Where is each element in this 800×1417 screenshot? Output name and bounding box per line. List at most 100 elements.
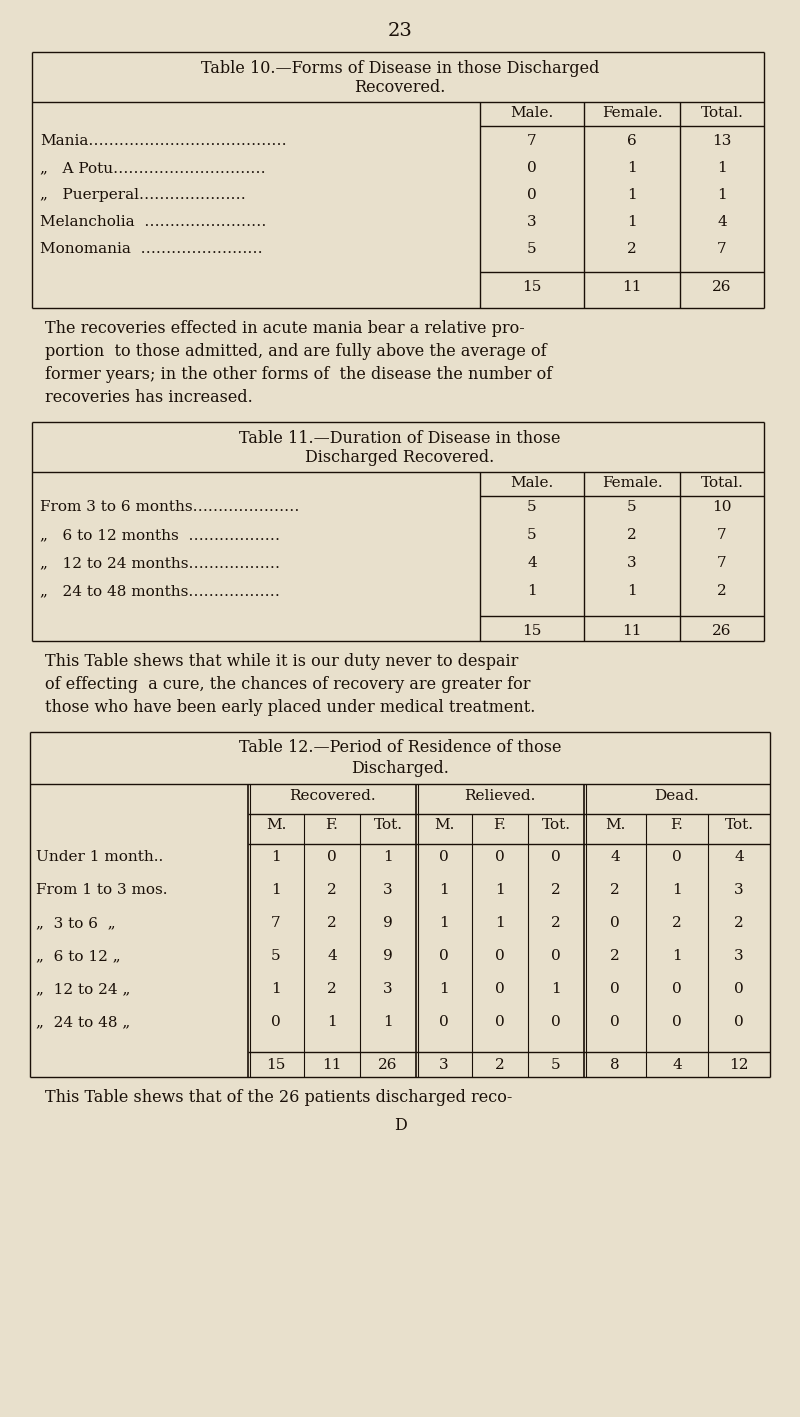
Text: 2: 2 [551,883,561,897]
Text: 7: 7 [717,555,727,570]
Text: 5: 5 [527,529,537,541]
Text: 5: 5 [627,500,637,514]
Text: „  6 to 12 „: „ 6 to 12 „ [36,949,121,964]
Text: 4: 4 [734,850,744,864]
Text: 0: 0 [271,1015,281,1029]
Text: This Table shews that while it is our duty never to despair: This Table shews that while it is our du… [45,653,518,670]
Text: former years; in the other forms of  the disease the number of: former years; in the other forms of the … [45,366,552,383]
Text: 0: 0 [734,982,744,996]
Text: 0: 0 [610,982,620,996]
Text: 0: 0 [327,850,337,864]
Text: From 3 to 6 months…………………: From 3 to 6 months………………… [40,500,299,514]
Text: 3: 3 [627,555,637,570]
Text: „   6 to 12 months  ………………: „ 6 to 12 months ……………… [40,529,280,541]
Text: 1: 1 [627,215,637,230]
Text: 9: 9 [383,949,393,964]
Text: 0: 0 [672,850,682,864]
Text: Discharged.: Discharged. [351,760,449,777]
Text: 15: 15 [522,281,542,293]
Text: 1: 1 [327,1015,337,1029]
Text: F.: F. [670,818,683,832]
Text: 1: 1 [439,883,449,897]
Text: 2: 2 [495,1058,505,1073]
Text: 0: 0 [551,949,561,964]
Text: 1: 1 [672,949,682,964]
Text: 11: 11 [322,1058,342,1073]
Text: 6: 6 [627,135,637,147]
Text: 0: 0 [610,1015,620,1029]
Text: 2: 2 [627,529,637,541]
Text: 26: 26 [378,1058,398,1073]
Text: 11: 11 [622,623,642,638]
Text: From 1 to 3 mos.: From 1 to 3 mos. [36,883,167,897]
Text: Female.: Female. [602,476,662,490]
Text: 2: 2 [327,982,337,996]
Text: 5: 5 [527,242,537,256]
Text: 11: 11 [622,281,642,293]
Text: 0: 0 [439,949,449,964]
Text: Discharged Recovered.: Discharged Recovered. [306,449,494,466]
Text: „   24 to 48 months………………: „ 24 to 48 months……………… [40,584,280,598]
Text: Relieved.: Relieved. [464,789,536,803]
Text: 26: 26 [712,623,732,638]
Text: 15: 15 [266,1058,286,1073]
Text: 0: 0 [439,1015,449,1029]
Text: 7: 7 [717,529,727,541]
Text: „  12 to 24 „: „ 12 to 24 „ [36,982,130,996]
Text: 0: 0 [495,982,505,996]
Text: Total.: Total. [701,106,743,120]
Text: 1: 1 [495,883,505,897]
Text: Male.: Male. [510,106,554,120]
Text: 2: 2 [672,915,682,930]
Text: Table 11.—Duration of Disease in those: Table 11.—Duration of Disease in those [239,429,561,446]
Text: Recovered.: Recovered. [289,789,375,803]
Text: 0: 0 [672,1015,682,1029]
Text: 0: 0 [495,850,505,864]
Text: Table 12.—Period of Residence of those: Table 12.—Period of Residence of those [238,740,562,757]
Text: M.: M. [605,818,625,832]
Text: Mania…………………………………: Mania………………………………… [40,135,286,147]
Text: Table 10.—Forms of Disease in those Discharged: Table 10.—Forms of Disease in those Disc… [201,60,599,77]
Text: 4: 4 [327,949,337,964]
Text: 1: 1 [717,188,727,203]
Text: Tot.: Tot. [542,818,570,832]
Text: 2: 2 [327,915,337,930]
Text: „   12 to 24 months………………: „ 12 to 24 months……………… [40,555,280,570]
Text: The recoveries effected in acute mania bear a relative pro-: The recoveries effected in acute mania b… [45,320,525,337]
Text: 7: 7 [271,915,281,930]
Text: 1: 1 [627,162,637,176]
Text: „   Puerperal…………………: „ Puerperal………………… [40,188,246,203]
Text: „   A Potu…………………………: „ A Potu………………………… [40,162,266,176]
Text: 0: 0 [672,982,682,996]
Text: 1: 1 [383,850,393,864]
Text: Dead.: Dead. [654,789,699,803]
Text: 3: 3 [383,883,393,897]
Text: 1: 1 [439,915,449,930]
Text: Total.: Total. [701,476,743,490]
Text: M.: M. [266,818,286,832]
Text: Under 1 month..: Under 1 month.. [36,850,163,864]
Text: 1: 1 [717,162,727,176]
Text: 10: 10 [712,500,732,514]
Text: M.: M. [434,818,454,832]
Text: 1: 1 [672,883,682,897]
Text: „  24 to 48 „: „ 24 to 48 „ [36,1015,130,1029]
Text: 1: 1 [271,883,281,897]
Text: 0: 0 [527,162,537,176]
Text: 1: 1 [627,584,637,598]
Text: 2: 2 [717,584,727,598]
Text: of effecting  a cure, the chances of recovery are greater for: of effecting a cure, the chances of reco… [45,676,530,693]
Text: 1: 1 [495,915,505,930]
Text: 2: 2 [627,242,637,256]
Text: 4: 4 [527,555,537,570]
Text: 3: 3 [734,883,744,897]
Text: 13: 13 [712,135,732,147]
Text: 7: 7 [717,242,727,256]
Text: Monomania  ……………………: Monomania …………………… [40,242,262,256]
Text: 0: 0 [610,915,620,930]
Text: Male.: Male. [510,476,554,490]
Text: 3: 3 [439,1058,449,1073]
Text: 0: 0 [527,188,537,203]
Text: recoveries has increased.: recoveries has increased. [45,390,253,407]
Text: 26: 26 [712,281,732,293]
